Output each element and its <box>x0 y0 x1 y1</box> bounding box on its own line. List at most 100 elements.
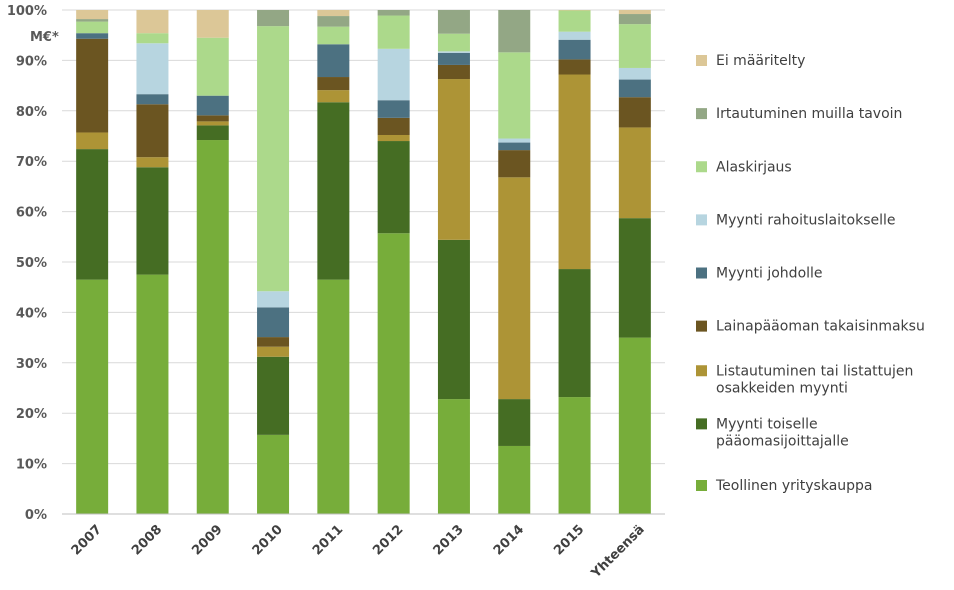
bar-segment <box>377 117 410 135</box>
bar-segment <box>76 38 109 133</box>
legend-label: Myynti rahoituslaitokselle <box>716 212 896 228</box>
bar-segment <box>437 79 470 240</box>
y-tick-label: 90% <box>16 54 47 69</box>
y-tick-label: 20% <box>16 407 47 422</box>
bar-segment <box>618 24 651 68</box>
unit-label: M€* <box>30 30 59 45</box>
legend-label: Teollinen yrityskauppa <box>715 478 873 494</box>
bar-segment <box>618 79 651 98</box>
bar-segment <box>136 157 169 168</box>
x-tick-label: 2012 <box>370 522 406 558</box>
x-tick-label: 2015 <box>551 522 587 558</box>
x-tick-label: 2007 <box>69 522 105 558</box>
bar-segment <box>136 104 169 158</box>
y-tick-label: 30% <box>16 357 47 372</box>
x-tick-label: 2009 <box>189 522 225 558</box>
bar-segment <box>136 33 169 44</box>
bar-segment <box>377 48 410 101</box>
bar-segment <box>317 44 350 78</box>
bar-segment <box>257 337 290 347</box>
y-tick-label: 10% <box>16 458 47 473</box>
bar-segment <box>498 399 531 446</box>
bar-segment <box>498 150 531 178</box>
bar-segment <box>257 26 290 292</box>
bar-segment <box>498 138 531 143</box>
bar-segment <box>317 90 350 103</box>
bar-segment <box>196 115 229 122</box>
bar-segment <box>558 39 591 60</box>
legend-label: Myynti johdolle <box>716 266 823 282</box>
bar-segment <box>76 21 109 34</box>
bar-segment <box>498 142 531 151</box>
bar-segment <box>558 59 591 75</box>
legend-label: Lainapääoman takaisinmaksu <box>716 319 925 335</box>
legend-swatch <box>696 214 707 226</box>
bar-segment <box>618 67 651 80</box>
bar-segment <box>76 279 109 514</box>
bar-segment <box>437 33 470 52</box>
x-tick-label: 2013 <box>431 522 467 558</box>
bar-segment <box>377 10 410 16</box>
legend-label: Ei määritelty <box>716 53 805 69</box>
bar-segment <box>136 43 169 95</box>
bar-segment <box>618 14 651 25</box>
bars <box>76 10 651 515</box>
bar-segment <box>317 26 350 45</box>
bar-segment <box>558 269 591 398</box>
bar-segment <box>498 445 531 514</box>
y-tick-label: 50% <box>16 256 47 271</box>
legend-swatch <box>696 267 707 279</box>
legend-label: Alaskirjaus <box>716 159 792 175</box>
legend-swatch <box>696 418 707 430</box>
bar-segment <box>558 10 591 11</box>
bar-segment <box>317 16 350 27</box>
bar-segment <box>317 10 350 17</box>
x-tick-label: 2014 <box>491 522 527 558</box>
bar-segment <box>257 356 290 435</box>
bar-segment <box>558 74 591 270</box>
legend-swatch <box>696 55 707 66</box>
y-tick-label: 70% <box>16 155 47 170</box>
bar-segment <box>257 10 290 27</box>
x-tick-label: 2010 <box>250 522 286 558</box>
bar-segment <box>76 10 109 20</box>
y-tick-label: 80% <box>16 105 47 120</box>
bar-segment <box>437 399 470 514</box>
bar-segment <box>377 100 410 118</box>
legend-label: Listautuminen tai listattujen osakkeiden … <box>716 363 913 396</box>
legend-swatch <box>696 480 707 491</box>
legend-swatch <box>696 161 707 173</box>
bar-segment <box>618 337 651 514</box>
x-tick-label: 2011 <box>310 522 346 558</box>
bar-segment <box>437 64 470 80</box>
y-tick-label: 0% <box>25 508 47 523</box>
bar-segment <box>136 274 169 514</box>
x-tick-label: 2008 <box>129 522 165 558</box>
legend-label: Irtautuminen muilla tavoin <box>716 106 902 122</box>
bar-segment <box>377 134 410 142</box>
bar-segment <box>257 346 290 357</box>
bar-segment <box>257 434 290 514</box>
y-axis: 0% 10% 20% 30% 40% 50% 60% 70% 80% 90% 100% <box>7 4 47 523</box>
bar-segment <box>377 233 410 514</box>
bar-segment <box>377 15 410 49</box>
bar-segment <box>196 37 229 96</box>
bar-segment <box>196 125 229 141</box>
bar-segment <box>317 77 350 91</box>
y-tick-label: 60% <box>16 206 47 221</box>
bar-segment <box>196 140 229 515</box>
legend-swatch <box>696 365 707 377</box>
bar-segment <box>257 291 290 308</box>
bar-segment <box>437 52 470 65</box>
legend-label: Myynti toiselle pääomasijoittajalle <box>716 416 849 449</box>
bar-segment <box>76 19 109 22</box>
x-axis: 2007 2008 2009 2010 2011 2012 2013 2014 2015 Yhte… <box>62 513 665 582</box>
bar-segment <box>498 177 531 400</box>
bar-segment <box>498 10 531 53</box>
bar-segment <box>196 121 229 126</box>
bar-segment <box>76 33 109 39</box>
bar-segment <box>136 10 169 34</box>
y-tick-label: 100% <box>7 4 47 19</box>
bar-segment <box>136 94 169 105</box>
bar-segment <box>498 52 531 139</box>
